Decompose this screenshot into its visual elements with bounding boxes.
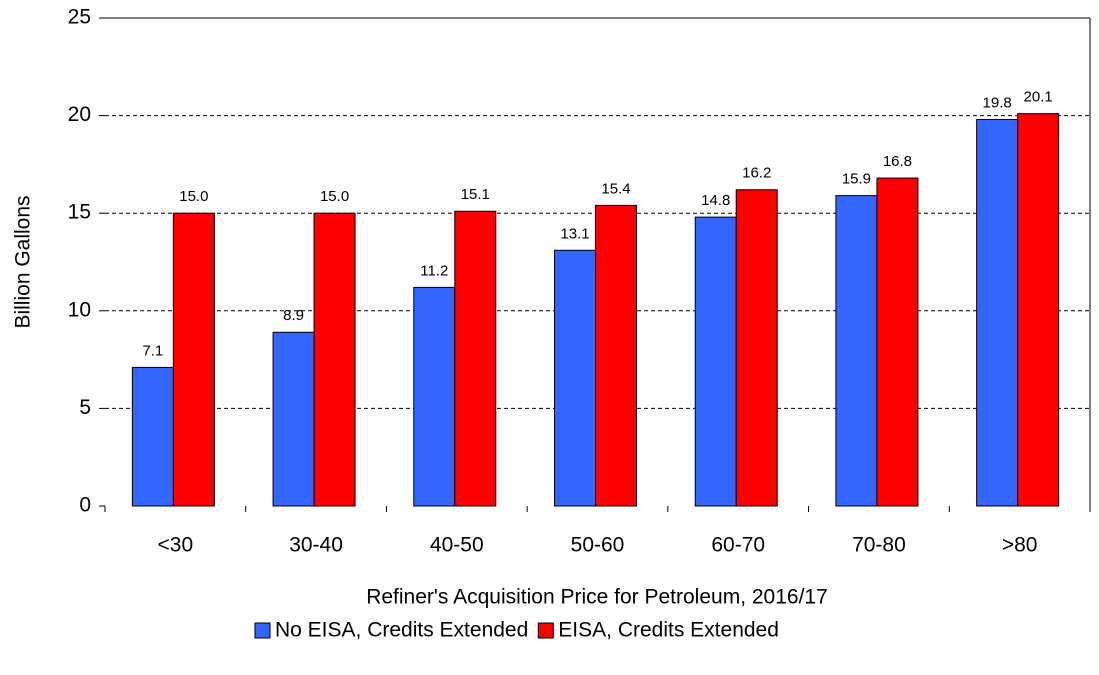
bar <box>976 119 1019 507</box>
bar <box>835 195 878 507</box>
x-tick-label: 40-50 <box>430 534 484 557</box>
x-tick-label: 50-60 <box>571 534 625 557</box>
value-label: 15.9 <box>842 171 871 188</box>
value-label: 20.1 <box>1024 89 1053 106</box>
value-label: 14.8 <box>701 192 730 209</box>
value-label: 15.0 <box>320 188 349 205</box>
bar <box>554 249 596 507</box>
x-axis-title: Refiner's Acquisition Price for Petroleu… <box>366 586 828 609</box>
x-tick-label: 70-80 <box>852 534 906 557</box>
x-tick-label: >80 <box>1002 534 1038 557</box>
bar <box>694 216 737 507</box>
legend-swatch <box>537 622 554 639</box>
y-tick-label: 15 <box>68 201 91 224</box>
value-label: 13.1 <box>560 225 589 242</box>
bar <box>131 366 174 507</box>
value-label: 16.8 <box>883 153 912 170</box>
bar <box>454 210 497 507</box>
bar <box>735 189 778 507</box>
x-tick-label: <30 <box>158 534 194 557</box>
value-label: 16.2 <box>742 165 771 182</box>
y-tick-label: 25 <box>68 6 91 29</box>
bar <box>595 204 637 507</box>
bar <box>1017 113 1060 507</box>
legend-label: No EISA, Credits Extended <box>275 619 528 642</box>
x-tick-label: 60-70 <box>711 534 765 557</box>
y-tick-label: 20 <box>68 103 91 126</box>
legend-label: EISA, Credits Extended <box>558 619 779 642</box>
value-label: 15.1 <box>461 186 490 203</box>
bar <box>876 177 919 507</box>
value-label: 11.2 <box>420 262 448 279</box>
value-label: 15.4 <box>601 180 630 197</box>
y-tick-label: 10 <box>68 298 91 321</box>
bar <box>272 331 315 507</box>
value-label: 19.8 <box>983 94 1012 111</box>
bar <box>313 212 356 507</box>
value-label: 7.1 <box>142 342 163 359</box>
y-tick-label: 5 <box>79 396 91 419</box>
legend-swatch <box>254 622 271 639</box>
y-tick-label: 0 <box>79 494 91 517</box>
value-label: 15.0 <box>179 188 208 205</box>
bar <box>172 212 215 507</box>
y-axis-title: Billion Gallons <box>12 195 35 328</box>
x-tick-label: 30-40 <box>289 534 343 557</box>
value-label: 8.9 <box>283 307 304 324</box>
bar <box>413 286 456 507</box>
